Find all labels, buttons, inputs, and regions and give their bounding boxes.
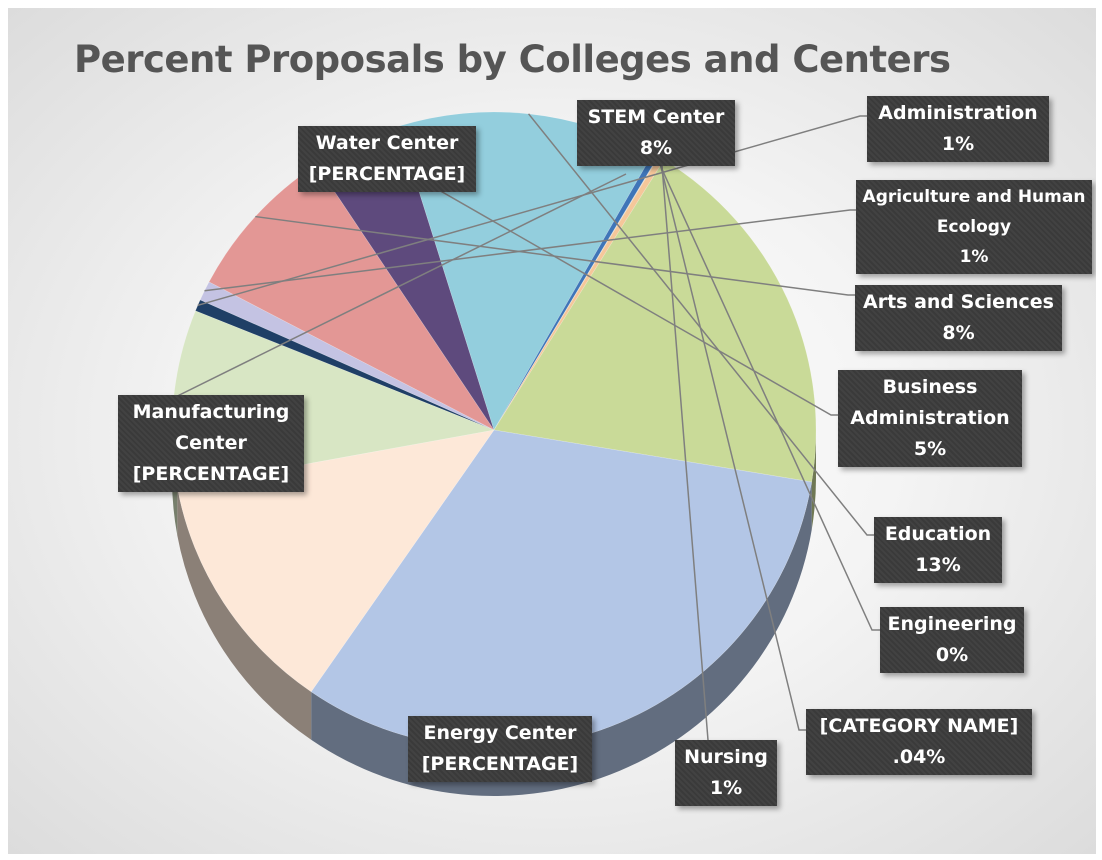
slice-value: [PERCENTAGE] xyxy=(132,463,290,485)
leader-line-nursing xyxy=(660,158,709,741)
pie-slice-agriculture-and-human-ecology xyxy=(199,281,495,431)
leader-line-agriculture-and-human-ecology xyxy=(204,209,856,292)
slice-label-category-name: [CATEGORY NAME] .04% xyxy=(806,709,1032,775)
slice-value: 8% xyxy=(942,322,975,344)
slice-label-energy-center: Energy Center [PERCENTAGE] xyxy=(408,716,592,782)
pie-slice-water-center xyxy=(176,429,495,693)
pie-depth-energy-center xyxy=(811,430,817,530)
slice-value: .04% xyxy=(892,746,946,768)
slice-value: 13% xyxy=(915,554,961,576)
slice-value: 1% xyxy=(959,247,989,267)
slice-label-administration: Administration 1% xyxy=(867,96,1049,162)
slice-value: 5% xyxy=(913,438,947,460)
slice-name: Engineering xyxy=(887,613,1017,635)
pie-leader-lines xyxy=(173,113,880,741)
slice-name: Arts and Sciences xyxy=(863,291,1054,313)
leader-line-administration xyxy=(197,115,867,307)
chart-title: Percent Proposals by Colleges and Center… xyxy=(74,38,951,81)
slice-label-business-administration: Business Administration 5% xyxy=(838,370,1022,467)
slice-name: Business Administration xyxy=(850,376,1010,429)
slice-value: 0% xyxy=(935,644,969,666)
slice-name: Administration xyxy=(878,102,1038,124)
slice-name: Education xyxy=(884,523,992,545)
slice-label-engineering: Engineering 0% xyxy=(880,607,1024,673)
leader-line-category-name xyxy=(657,156,806,731)
slice-value: 8% xyxy=(639,137,673,159)
leader-line-engineering xyxy=(654,154,880,631)
slice-label-water-center: Water Center [PERCENTAGE] xyxy=(298,126,476,192)
slice-value: [PERCENTAGE] xyxy=(421,753,579,775)
leader-line-arts-and-sciences xyxy=(255,215,855,296)
chart-frame: Percent Proposals by Colleges and Center… xyxy=(8,8,1096,854)
slice-label-agriculture-and-human-ecology: Agriculture and Human Ecology 1% xyxy=(856,180,1092,274)
slice-name: Nursing xyxy=(684,746,768,768)
slice-label-education: Education 13% xyxy=(874,517,1002,583)
pie-slice-energy-center xyxy=(493,159,817,483)
slice-name: Manufacturing Center xyxy=(132,401,290,454)
slice-name: STEM Center xyxy=(587,106,725,128)
slice-value: [PERCENTAGE] xyxy=(308,163,466,185)
slice-value: 1% xyxy=(709,777,743,799)
pie-slice-administration xyxy=(195,299,495,431)
slice-label-arts-and-sciences: Arts and Sciences 8% xyxy=(855,285,1062,351)
leader-line-business-administration xyxy=(355,141,838,416)
pie-depth-manufacturing-center xyxy=(311,481,812,796)
leader-line-education xyxy=(527,113,874,536)
pie-depth-water-center xyxy=(177,487,312,740)
pie-slice-manufacturing-center xyxy=(310,429,813,749)
slice-label-manufacturing-center: Manufacturing Center [PERCENTAGE] xyxy=(118,395,304,492)
slice-value: 1% xyxy=(941,133,975,155)
slice-name: Water Center xyxy=(315,132,459,154)
slice-name: Agriculture and Human Ecology xyxy=(862,187,1086,237)
leader-line-stem-center xyxy=(173,173,627,399)
slice-label-nursing: Nursing 1% xyxy=(675,740,777,806)
slice-name: [CATEGORY NAME] xyxy=(819,715,1019,737)
slice-label-stem-center: STEM Center 8% xyxy=(577,100,735,166)
slice-name: Energy Center xyxy=(423,722,577,744)
